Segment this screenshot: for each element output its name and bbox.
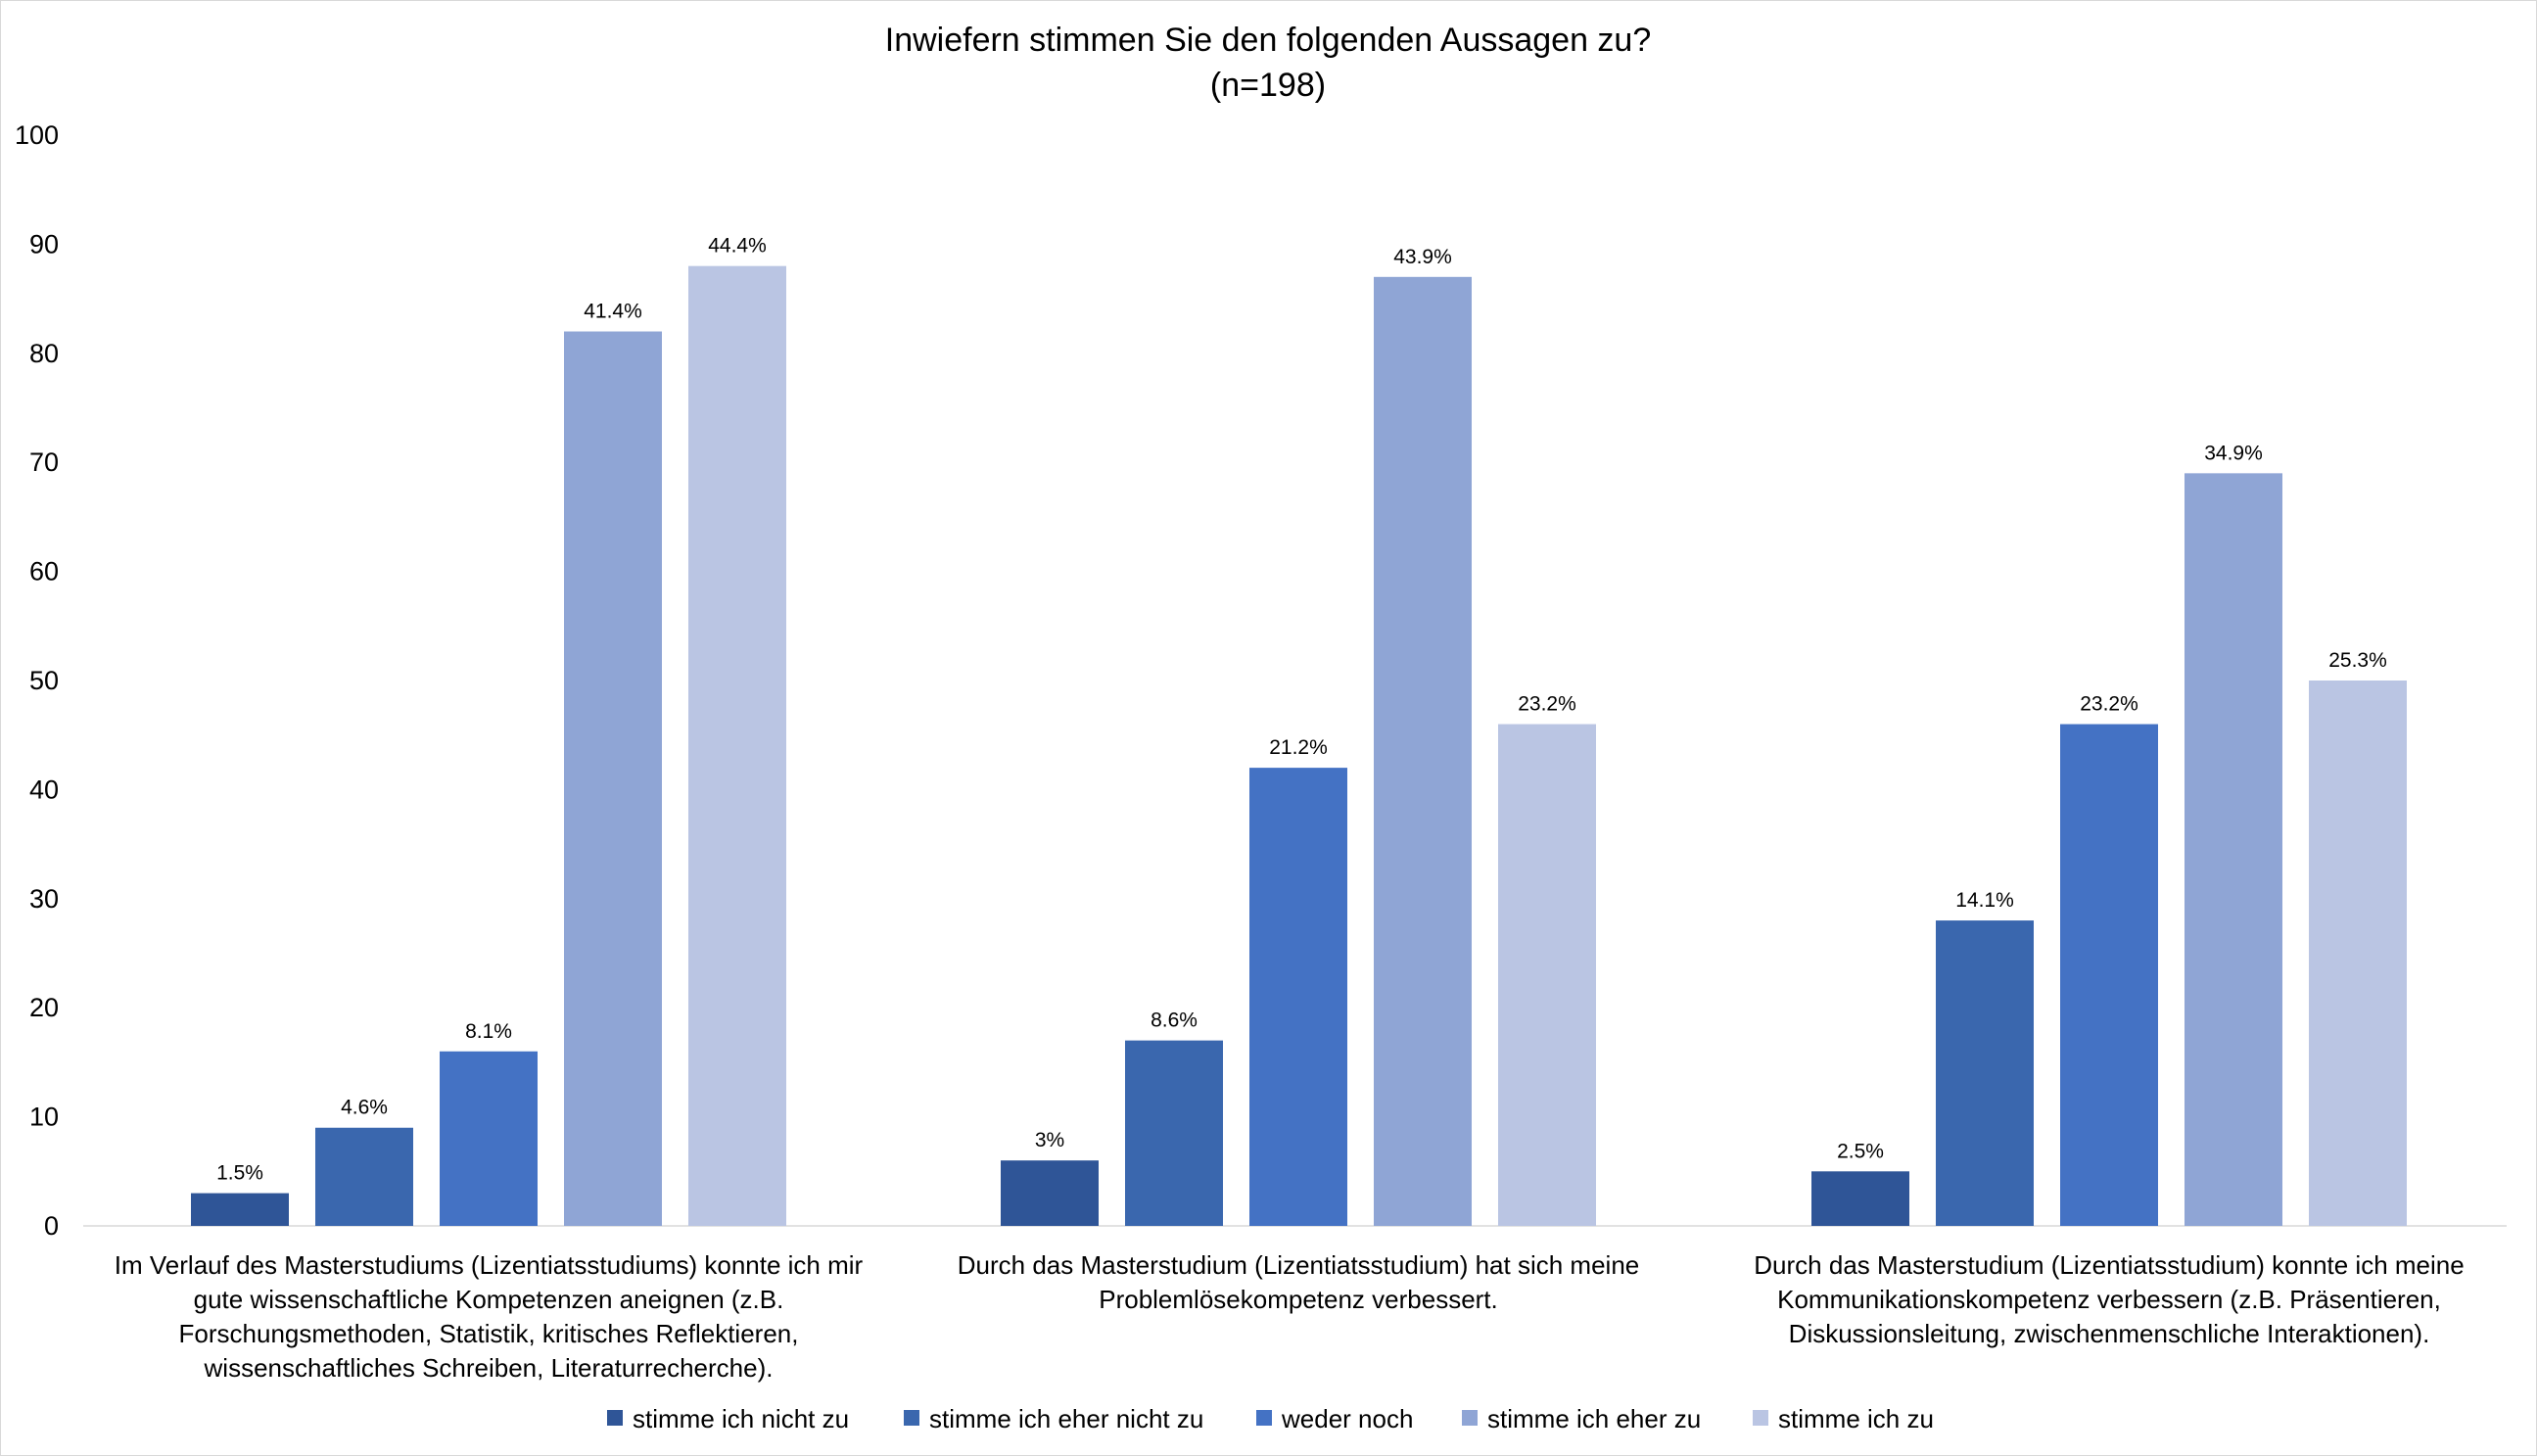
bar <box>1811 1171 1909 1226</box>
y-tick-label: 100 <box>15 120 59 150</box>
category-label: Im Verlauf des Masterstudiums (Lizentiat… <box>115 1250 864 1280</box>
bar <box>2309 681 2407 1226</box>
chart-title: Inwiefern stimmen Sie den folgenden Auss… <box>885 22 1652 59</box>
category-label: Durch das Masterstudium (Lizentiatsstudi… <box>1754 1250 2464 1280</box>
data-label: 23.2% <box>2080 693 2138 716</box>
bar <box>191 1193 289 1226</box>
data-label: 25.3% <box>2328 649 2387 672</box>
data-label: 4.6% <box>341 1097 388 1119</box>
bar <box>1936 920 2034 1226</box>
bar <box>1125 1040 1223 1226</box>
legend: stimme ich nicht zu stimme ich eher nicht… <box>607 1404 1934 1433</box>
category-label: Durch das Masterstudium (Lizentiatsstudi… <box>958 1250 1640 1280</box>
category-label: gute wissenschaftliche Kompetenzen aneig… <box>194 1285 784 1314</box>
y-tick-label: 20 <box>29 993 59 1022</box>
bar <box>1498 724 1596 1226</box>
x-axis: Im Verlauf des Masterstudiums (Lizentiat… <box>115 1250 2465 1383</box>
y-tick-label: 10 <box>29 1103 59 1132</box>
y-tick-label: 70 <box>29 447 59 477</box>
bar <box>1374 276 1472 1226</box>
bar <box>2060 724 2158 1226</box>
y-axis: 0 10 20 30 40 50 60 70 80 90 100 <box>15 120 59 1241</box>
data-label: 34.9% <box>2204 442 2263 464</box>
data-label: 14.1% <box>1955 889 2014 912</box>
y-tick-label: 60 <box>29 557 59 587</box>
bar <box>688 265 786 1226</box>
legend-swatch <box>1256 1410 1272 1426</box>
data-label: 3% <box>1035 1129 1064 1151</box>
legend-swatch <box>904 1410 919 1426</box>
y-tick-label: 40 <box>29 775 59 804</box>
legend-swatch <box>1462 1410 1478 1426</box>
legend-label: stimme ich eher zu <box>1487 1404 1701 1433</box>
data-label: 23.2% <box>1518 693 1576 716</box>
data-label: 2.5% <box>1837 1140 1884 1162</box>
category-label: Kommunikationskompetenz verbessern (z.B.… <box>1777 1285 2441 1314</box>
bar <box>1249 768 1347 1226</box>
y-tick-label: 90 <box>29 229 59 258</box>
category-label: Problemlösekompetenz verbessert. <box>1099 1285 1498 1314</box>
data-label: 8.6% <box>1151 1010 1198 1032</box>
data-label: 43.9% <box>1393 246 1452 268</box>
y-tick-label: 80 <box>29 339 59 368</box>
bar <box>315 1127 413 1226</box>
data-label: 41.4% <box>584 301 642 323</box>
chart-subtitle: (n=198) <box>1210 67 1326 104</box>
legend-label: stimme ich eher nicht zu <box>929 1404 1203 1433</box>
legend-label: stimme ich zu <box>1778 1404 1934 1433</box>
legend-label: weder noch <box>1281 1404 1413 1433</box>
y-tick-label: 0 <box>44 1211 59 1241</box>
category-label: Diskussionsleitung, zwischenmenschliche … <box>1789 1319 2430 1348</box>
data-label: 21.2% <box>1269 736 1328 759</box>
data-label: 44.4% <box>708 235 767 258</box>
bar <box>1001 1160 1099 1226</box>
bar <box>440 1051 538 1226</box>
category-label: Forschungsmethoden, Statistik, kritische… <box>179 1319 799 1348</box>
plot-area: 1.5% 3% 2.5% 4.6% 8.6% 14.1% 8.1% 21.2% 23.2% 41.… <box>83 235 2507 1227</box>
legend-label: stimme ich nicht zu <box>633 1404 849 1433</box>
bar <box>2185 473 2282 1227</box>
data-label: 8.1% <box>465 1020 512 1043</box>
y-tick-label: 30 <box>29 884 59 914</box>
data-label: 1.5% <box>216 1162 263 1185</box>
legend-swatch <box>607 1410 623 1426</box>
y-tick-label: 50 <box>29 666 59 695</box>
bar <box>564 331 662 1226</box>
legend-swatch <box>1753 1410 1768 1426</box>
category-label: wissenschaftliches Schreiben, Literaturr… <box>204 1353 774 1383</box>
